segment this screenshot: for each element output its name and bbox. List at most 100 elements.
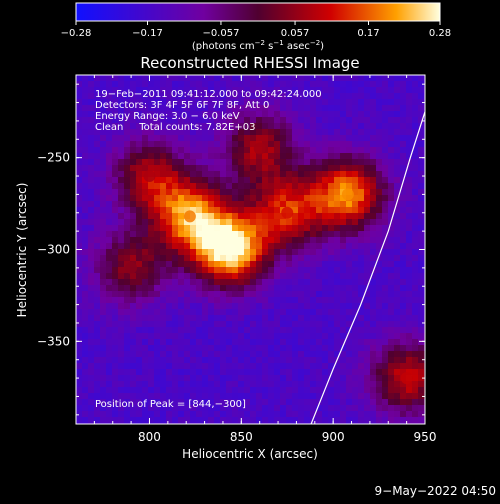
heatmap-cell xyxy=(316,345,323,352)
heatmap-cell xyxy=(376,177,383,184)
heatmap-cell xyxy=(376,321,383,328)
heatmap-cell xyxy=(166,249,173,256)
heatmap-cell xyxy=(220,147,227,154)
heatmap-cell xyxy=(256,339,263,346)
heatmap-cell xyxy=(136,123,143,130)
heatmap-cell xyxy=(280,375,287,382)
heatmap-cell xyxy=(184,171,191,178)
heatmap-cell xyxy=(352,129,359,136)
heatmap-cell xyxy=(406,309,413,316)
heatmap-cell xyxy=(124,81,131,88)
heatmap-cell xyxy=(316,231,323,238)
heatmap-cell xyxy=(274,93,281,100)
heatmap-cell xyxy=(142,399,149,406)
heatmap-cell xyxy=(142,237,149,244)
heatmap-cell xyxy=(304,327,311,334)
heatmap-cell xyxy=(238,207,245,214)
heatmap-cell xyxy=(142,219,149,226)
heatmap-cell xyxy=(334,237,341,244)
heatmap-cell xyxy=(184,117,191,124)
heatmap-cell xyxy=(190,291,197,298)
heatmap-cell xyxy=(106,123,113,130)
heatmap-cell xyxy=(394,375,401,382)
heatmap-cell xyxy=(172,417,179,424)
heatmap-cell xyxy=(364,273,371,280)
heatmap-cell xyxy=(244,405,251,412)
heatmap-cell xyxy=(76,249,83,256)
heatmap-cell xyxy=(94,189,101,196)
heatmap-cell xyxy=(238,249,245,256)
heatmap-cell xyxy=(346,393,353,400)
heatmap-cell xyxy=(250,417,257,424)
heatmap-cell xyxy=(262,75,269,82)
heatmap-cell xyxy=(178,315,185,322)
heatmap-cell xyxy=(382,363,389,370)
heatmap-cell xyxy=(400,195,407,202)
heatmap-cell xyxy=(394,105,401,112)
heatmap-cell xyxy=(154,387,161,394)
heatmap-cell xyxy=(412,267,419,274)
heatmap-cell xyxy=(196,93,203,100)
heatmap-cell xyxy=(82,333,89,340)
heatmap-cell xyxy=(352,231,359,238)
heatmap-cell xyxy=(316,135,323,142)
heatmap-cell xyxy=(286,189,293,196)
heatmap-cell xyxy=(376,123,383,130)
heatmap-cell xyxy=(250,381,257,388)
heatmap-cell xyxy=(142,105,149,112)
heatmap-cell xyxy=(418,225,425,232)
heatmap-cell xyxy=(214,339,221,346)
heatmap-cell xyxy=(340,249,347,256)
heatmap-cell xyxy=(94,333,101,340)
heatmap-cell xyxy=(244,297,251,304)
heatmap-cell xyxy=(286,393,293,400)
heatmap-cell xyxy=(118,129,125,136)
heatmap-cell xyxy=(232,81,239,88)
heatmap-cell xyxy=(130,213,137,220)
heatmap-cell xyxy=(178,153,185,160)
heatmap-cell xyxy=(82,213,89,220)
heatmap-cell xyxy=(124,279,131,286)
heatmap-cell xyxy=(298,153,305,160)
heatmap-cell xyxy=(184,87,191,94)
heatmap-cell xyxy=(190,381,197,388)
heatmap-cell xyxy=(268,375,275,382)
heatmap-cell xyxy=(88,81,95,88)
heatmap-cell xyxy=(100,105,107,112)
heatmap-cell xyxy=(334,153,341,160)
heatmap-cell xyxy=(172,303,179,310)
heatmap-cell xyxy=(148,381,155,388)
heatmap-cell xyxy=(388,213,395,220)
heatmap-cell xyxy=(220,285,227,292)
heatmap-cell xyxy=(154,381,161,388)
heatmap-cell xyxy=(250,351,257,358)
heatmap-cell xyxy=(184,381,191,388)
heatmap-cell xyxy=(208,393,215,400)
heatmap-cell xyxy=(202,363,209,370)
heatmap-cell xyxy=(340,399,347,406)
heatmap-cell xyxy=(190,321,197,328)
heatmap-cell xyxy=(322,207,329,214)
heatmap-cell xyxy=(334,315,341,322)
heatmap-cell xyxy=(406,333,413,340)
heatmap-cell xyxy=(310,99,317,106)
heatmap-cell xyxy=(166,189,173,196)
heatmap-cell xyxy=(148,369,155,376)
heatmap-cell xyxy=(340,267,347,274)
heatmap-cell xyxy=(400,315,407,322)
heatmap-cell xyxy=(166,417,173,424)
heatmap-cell xyxy=(418,375,425,382)
heatmap-cell xyxy=(322,249,329,256)
heatmap-cell xyxy=(268,279,275,286)
heatmap-cell xyxy=(370,219,377,226)
heatmap-cell xyxy=(100,273,107,280)
heatmap-cell xyxy=(286,297,293,304)
heatmap-cell xyxy=(412,387,419,394)
heatmap-cell xyxy=(346,369,353,376)
heatmap-cell xyxy=(406,255,413,262)
heatmap-cell xyxy=(148,351,155,358)
heatmap-cell xyxy=(382,171,389,178)
heatmap-cell xyxy=(280,345,287,352)
heatmap-cell xyxy=(358,291,365,298)
heatmap-cell xyxy=(274,267,281,274)
